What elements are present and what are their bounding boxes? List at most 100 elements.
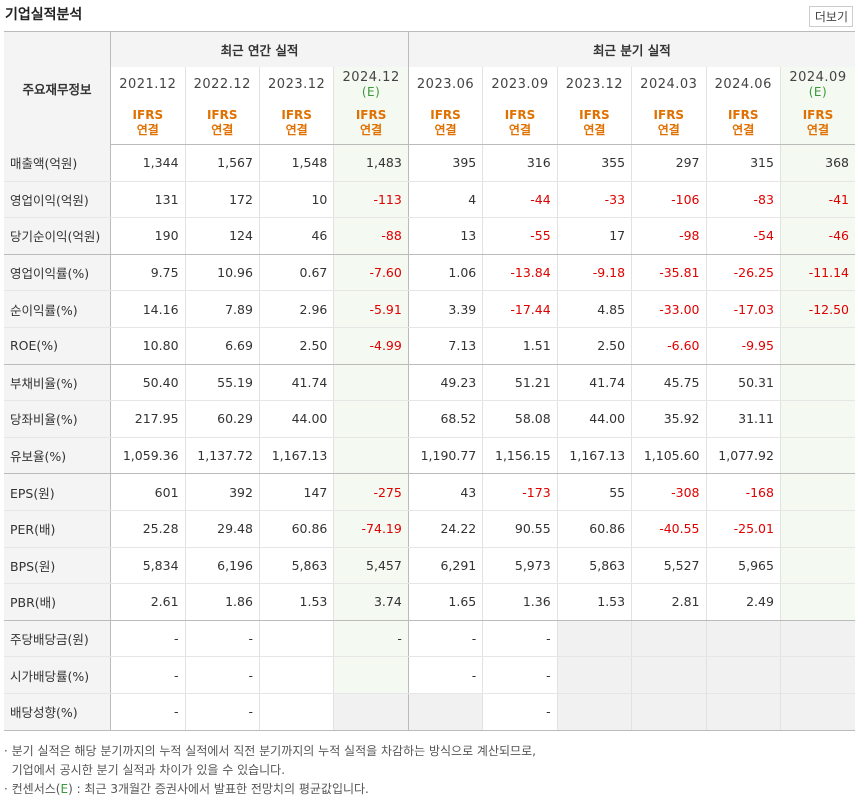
value-cell: 25.28 (110, 510, 186, 548)
value-cell: -7.60 (333, 254, 409, 292)
basis-consolidated: 연결 (508, 123, 531, 137)
value-cell (779, 473, 855, 511)
value-cell: -11.14 (779, 254, 855, 292)
value-cell: - (482, 656, 558, 694)
table-row: BPS(원) 5,834 6,196 5,863 5,457 6,291 5,973 5,86… (4, 547, 855, 585)
value-cell: 395 (407, 144, 483, 182)
value-cell: 124 (184, 217, 260, 255)
value-cell: -54 (705, 217, 781, 255)
value-cell: 1.06 (407, 254, 483, 292)
value-cell: 2.96 (258, 290, 334, 328)
more-button[interactable]: 더보기 (808, 6, 853, 27)
value-cell: 10.80 (110, 327, 186, 365)
row-label: EPS(원) (4, 473, 111, 511)
basis-consolidated: 연결 (806, 123, 830, 137)
table-row: 영업이익(억원) 131 172 10 -113 4 -44 -33 -106 -83 -41 (4, 181, 855, 219)
table-row: 영업이익률(%) 9.75 10.96 0.67 -7.60 1.06 -13.84 -9.1… (4, 254, 855, 292)
row-label: 영업이익(억원) (4, 181, 111, 219)
table-row: ROE(%) 10.80 6.69 2.50 -4.99 7.13 1.51 2.50 -6.6… (4, 327, 855, 365)
value-cell: 41.74 (556, 364, 632, 402)
basis-consolidated: 연결 (360, 123, 383, 137)
row-label: 배당성향(%) (4, 693, 111, 731)
financial-table: 주요재무정보 최근 연간 실적 최근 분기 실적 2021.12 2022.12 2… (4, 31, 855, 731)
row-label: PBR(배) (4, 583, 111, 621)
value-cell: 217.95 (110, 400, 186, 438)
period-header: 2024.12 (E) (333, 67, 409, 102)
value-cell: -5.91 (333, 290, 409, 328)
table-row: 부채비율(%) 50.40 55.19 41.74 49.23 51.21 41.74 45.… (4, 364, 855, 402)
value-cell (631, 693, 707, 731)
value-cell: -106 (631, 181, 707, 219)
value-cell (779, 437, 855, 475)
value-cell: 6,291 (407, 547, 483, 585)
value-cell: 41.74 (258, 364, 334, 402)
basis-header: IFRS 연결 (779, 102, 855, 145)
value-cell: 2.50 (556, 327, 632, 365)
value-cell: 1.53 (258, 583, 334, 621)
value-cell: -83 (705, 181, 781, 219)
value-cell: -88 (333, 217, 409, 255)
value-cell: 3.39 (407, 290, 483, 328)
value-cell (779, 693, 855, 731)
row-label: 유보율(%) (4, 437, 111, 475)
value-cell: 1,105.60 (631, 437, 707, 475)
value-cell: 601 (110, 473, 186, 511)
value-cell: 5,527 (631, 547, 707, 585)
value-cell: -6.60 (631, 327, 707, 365)
value-cell: 4.85 (556, 290, 632, 328)
value-cell (779, 583, 855, 621)
estimate-mark: (E) (808, 85, 828, 99)
row-label: 영업이익률(%) (4, 254, 111, 292)
value-cell: 7.13 (407, 327, 483, 365)
value-cell: 35.92 (631, 400, 707, 438)
value-cell (705, 656, 781, 694)
value-cell: -44 (482, 181, 558, 219)
value-cell (779, 547, 855, 585)
value-cell: -98 (631, 217, 707, 255)
basis-consolidated: 연결 (583, 123, 606, 137)
value-cell: 58.08 (482, 400, 558, 438)
value-cell: -40.55 (631, 510, 707, 548)
value-cell: -74.19 (333, 510, 409, 548)
value-cell (258, 693, 334, 731)
value-cell: 315 (705, 144, 781, 182)
basis-header: IFRS 연결 (482, 102, 558, 145)
value-cell: 1,190.77 (407, 437, 483, 475)
value-cell (779, 510, 855, 548)
period-header: 2023.06 (407, 67, 483, 102)
value-cell: -113 (333, 181, 409, 219)
value-cell (333, 364, 409, 402)
value-cell: -9.18 (556, 254, 632, 292)
basis-consolidated: 연결 (285, 123, 308, 137)
basis-ifrs: IFRS (579, 108, 610, 122)
basis-ifrs: IFRS (727, 108, 759, 122)
basis-consolidated: 연결 (136, 123, 159, 137)
value-cell: 355 (556, 144, 632, 182)
period-header: 2024.06 (705, 67, 781, 102)
basis-ifrs: IFRS (132, 108, 164, 122)
period-header: 2023.12 (556, 67, 632, 102)
value-cell: 6.69 (184, 327, 260, 365)
value-cell: -9.95 (705, 327, 781, 365)
value-cell: 5,457 (333, 547, 409, 585)
period-date: 2021.12 (119, 77, 177, 92)
table-row: 배당성향(%) - - - (4, 693, 855, 731)
period-date: 2022.12 (193, 77, 251, 92)
value-cell: - (482, 620, 558, 658)
value-cell: 1,156.15 (482, 437, 558, 475)
value-cell: 1.86 (184, 583, 260, 621)
value-cell: 10 (258, 181, 334, 219)
value-cell: 2.81 (631, 583, 707, 621)
basis-header: IFRS 연결 (556, 102, 632, 145)
value-cell: 50.40 (110, 364, 186, 402)
value-cell: 1.65 (407, 583, 483, 621)
basis-consolidated: 연결 (211, 123, 234, 137)
value-cell: 29.48 (184, 510, 260, 548)
table-row: EPS(원) 601 392 147 -275 43 -173 55 -308 -168 (4, 473, 855, 511)
value-cell: -25.01 (705, 510, 781, 548)
basis-header: IFRS 연결 (258, 102, 334, 145)
value-cell: 60.86 (556, 510, 632, 548)
value-cell (258, 620, 334, 658)
value-cell: 5,863 (258, 547, 334, 585)
value-cell: - (333, 620, 409, 658)
